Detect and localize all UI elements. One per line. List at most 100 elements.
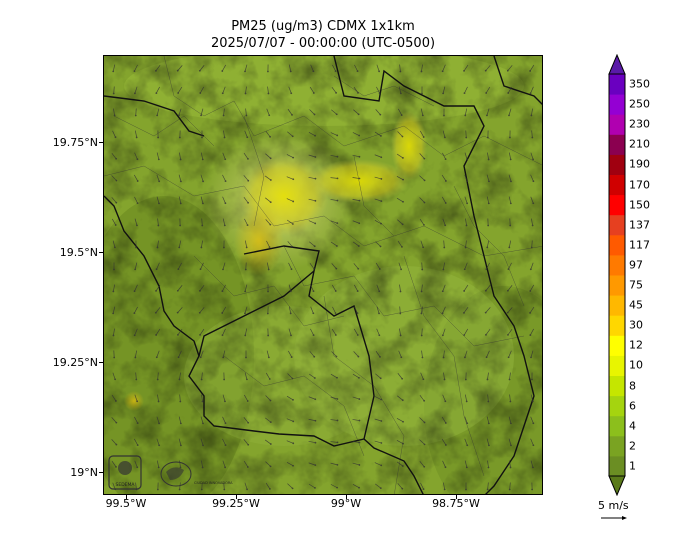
wind-vector-head: [509, 466, 512, 469]
wind-vector: [352, 220, 360, 224]
wind-vector-head: [334, 334, 337, 336]
wind-vector: [111, 175, 117, 181]
colorbar-tick-label: 150: [629, 198, 650, 212]
colorbar-tick-label: 230: [629, 117, 650, 131]
wind-vector: [330, 199, 338, 201]
wind-vector: [113, 86, 115, 94]
wind-vector-head: [201, 224, 204, 227]
wind-vector: [331, 284, 337, 292]
wind-vector-head: [464, 114, 467, 117]
wind-vector-head: [466, 202, 469, 205]
wind-vector-head: [223, 488, 226, 491]
wind-vector: [286, 440, 294, 444]
wind-vector-head: [358, 199, 361, 202]
wind-vector-head: [133, 312, 136, 314]
wind-vector-head: [269, 157, 272, 160]
wind-vector-head: [442, 92, 445, 95]
wind-vector-head: [401, 246, 403, 248]
wind-vector: [352, 241, 360, 247]
wind-vector-head: [356, 290, 359, 292]
wind-vector-head: [134, 268, 137, 271]
wind-vector: [442, 218, 446, 226]
wind-vector: [352, 462, 360, 466]
wind-vector-head: [443, 488, 446, 491]
wind-vector-head: [312, 290, 315, 293]
wind-vector-head: [292, 178, 295, 181]
colorbar-tick-label: 250: [629, 97, 650, 111]
wind-vector: [288, 328, 292, 336]
wind-vector: [419, 417, 425, 423]
wind-vector: [352, 483, 360, 489]
wind-vector-head: [179, 466, 182, 469]
wind-vector-head: [335, 91, 337, 94]
wind-vector: [308, 440, 316, 444]
wind-vector-head: [420, 312, 423, 315]
wind-vector-head: [154, 311, 157, 314]
wind-vector-head: [114, 224, 117, 226]
wind-vector: [222, 262, 226, 270]
wind-vector-head: [336, 199, 339, 202]
wind-vector: [178, 240, 182, 248]
wind-vector: [178, 350, 182, 358]
wind-vector: [264, 439, 272, 445]
wind-vector: [112, 284, 116, 292]
wind-vector-head: [531, 378, 533, 381]
colorbar-segment: [609, 114, 625, 135]
wind-vector-head: [247, 158, 249, 160]
wind-vector-head: [531, 136, 534, 139]
wind-vector: [134, 64, 138, 72]
wind-vector-head: [155, 356, 158, 359]
wind-vector: [485, 285, 491, 291]
colorbar-tick-label: 45: [629, 298, 643, 312]
wind-vector-head: [532, 422, 535, 425]
wind-vector: [200, 438, 204, 446]
wind-vector-head: [423, 201, 426, 204]
wind-vector: [530, 174, 534, 182]
wind-vector-head: [201, 466, 204, 469]
wind-vector-head: [463, 334, 466, 336]
wind-vector: [155, 307, 161, 313]
wind-vector: [243, 152, 249, 160]
wind-vector: [442, 86, 446, 94]
wind-vector-head: [157, 466, 160, 469]
wind-vector-head: [529, 312, 531, 314]
wind-vector: [508, 350, 512, 358]
wind-vector-head: [202, 180, 204, 183]
wind-vector: [330, 396, 338, 400]
wind-vector: [243, 460, 249, 468]
wind-vector-head: [135, 246, 137, 249]
wind-vector-head: [176, 69, 179, 72]
wind-vector-head: [508, 246, 511, 249]
ciudad-innovadora-logo: CIUDAD INNOVADORA: [160, 461, 233, 487]
wind-vector-head: [267, 334, 270, 337]
wind-vector: [399, 284, 401, 292]
wind-vector: [464, 152, 468, 160]
wind-vector-head: [465, 400, 468, 403]
lat-tick: [99, 362, 103, 363]
wind-vector: [178, 438, 182, 446]
svg-text:CIUDAD INNOVADORA: CIUDAD INNOVADORA: [194, 481, 233, 485]
wind-vector-head: [313, 267, 315, 270]
wind-vector: [352, 199, 360, 201]
wind-vector-head: [247, 421, 250, 424]
lat-label-19-75: 19.75°N: [52, 136, 98, 149]
wind-vector: [286, 198, 294, 202]
wind-vector: [352, 441, 360, 443]
wind-vector-head: [441, 290, 444, 293]
wind-vector: [111, 153, 117, 159]
wind-vector-head: [336, 155, 339, 158]
wind-vector-head: [179, 158, 182, 161]
colorbar-tick-label: 6: [629, 399, 636, 413]
colorbar-tick-label: 170: [629, 178, 650, 192]
wind-vector: [133, 174, 139, 182]
wind-vector-head: [484, 289, 487, 292]
wind-vector: [201, 218, 203, 226]
wind-vector: [330, 220, 338, 224]
wind-vector-head: [292, 200, 295, 203]
wind-vector-head: [268, 378, 271, 380]
wind-vector: [396, 197, 404, 203]
wind-vector: [244, 64, 248, 72]
wind-vector-head: [269, 465, 272, 468]
wind-vector-head: [402, 178, 404, 181]
wind-vector-head: [358, 155, 361, 158]
